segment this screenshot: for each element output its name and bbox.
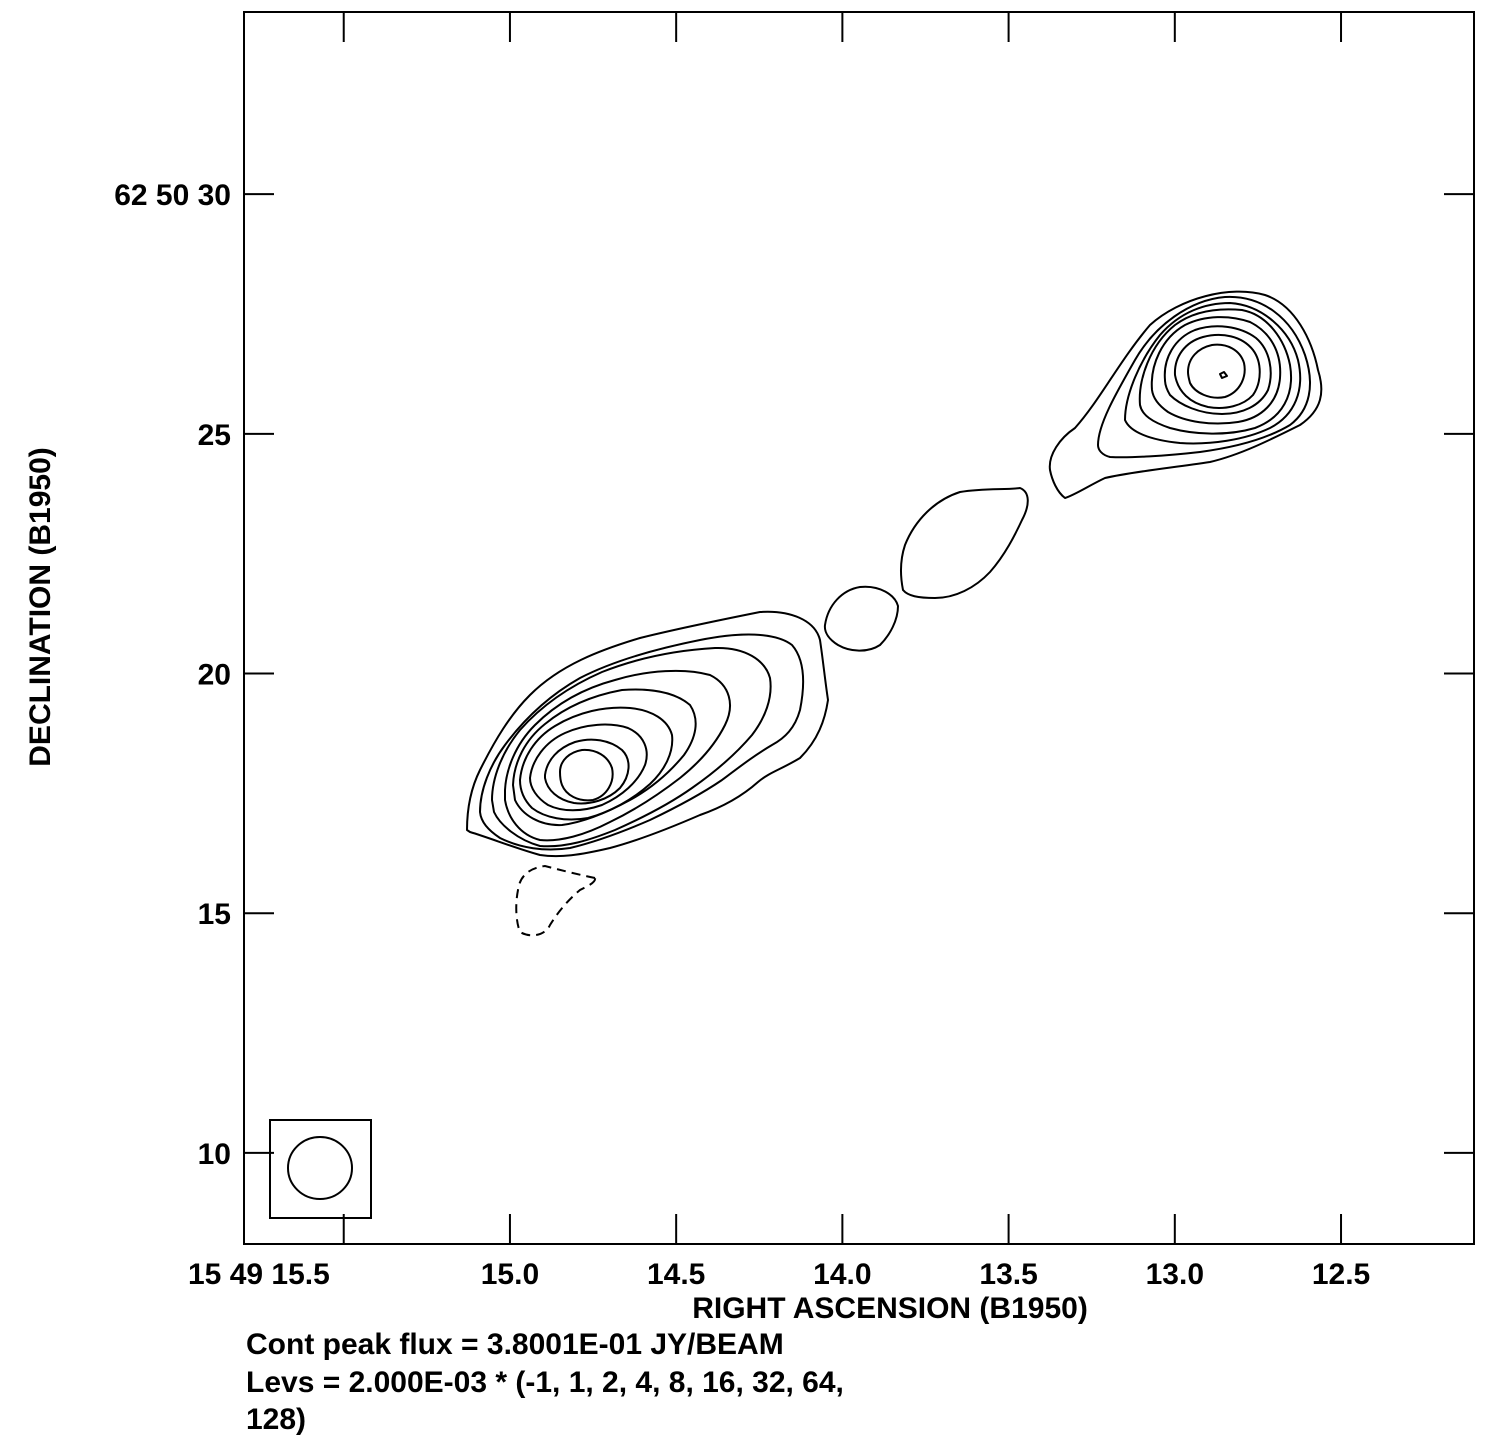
contour-level-6 (519, 706, 674, 821)
x-tick-label: 15.0 (481, 1258, 539, 1291)
levels-text-line-2: 128) (246, 1403, 307, 1436)
beam-ellipse (287, 1136, 353, 1200)
contour-level-5 (1150, 316, 1282, 425)
peak-flux-text: Cont peak flux = 3.8001E-01 JY/BEAM (246, 1328, 784, 1361)
contour-level-1 (1048, 290, 1323, 499)
beam-box (269, 1119, 372, 1219)
contour-level-9 (1219, 371, 1228, 379)
y-tick-label: 20 (198, 659, 231, 692)
jet-knot-2-contour (823, 585, 899, 652)
contour-level-5 (512, 688, 697, 827)
x-tick-label: 14.5 (647, 1258, 705, 1291)
y-tick-label: 62 50 30 (114, 179, 231, 212)
contour-level-7 (1173, 333, 1261, 409)
contour-level-3 (491, 646, 772, 848)
axis-ticks (244, 12, 1474, 1244)
y-tick-label: 25 (198, 419, 231, 452)
contour-level-3 (1124, 302, 1302, 445)
negative-contour (515, 864, 597, 937)
y-tick-label: 10 (198, 1138, 231, 1171)
x-tick-label: 13.0 (1146, 1258, 1204, 1291)
jet-knot-1-contour (899, 487, 1029, 599)
axis-tick-labels: 15 49 15.5 15.0 14.5 14.0 13.5 13.0 12.5 62 50 … (114, 179, 1370, 1291)
x-tick-label: 13.5 (979, 1258, 1037, 1291)
contour-level-4 (504, 669, 731, 842)
contour-level-2 (479, 633, 805, 851)
x-axis-title: RIGHT ASCENSION (B1950) (692, 1292, 1088, 1325)
contour-level-6 (1163, 325, 1272, 415)
contour-level-8 (544, 738, 630, 805)
contour-level-2 (1097, 295, 1311, 459)
south-east-lobe-contours (466, 610, 829, 937)
north-west-lobe-contours (1048, 290, 1323, 499)
levels-text-line-1: Levs = 2.000E-03 * (-1, 1, 2, 4, 8, 16, … (246, 1366, 844, 1399)
x-tick-label: 15 49 15.5 (188, 1258, 330, 1291)
contour-level-4 (1138, 308, 1292, 435)
contour-level-9 (559, 748, 614, 802)
contour-level-7 (529, 723, 648, 812)
y-tick-label: 15 (198, 898, 231, 931)
y-axis-title: DECLINATION (B1950) (24, 447, 57, 766)
x-tick-label: 12.5 (1312, 1258, 1370, 1291)
plot-frame (243, 11, 1475, 1245)
x-tick-label: 14.0 (813, 1258, 871, 1291)
contour-level-1 (466, 610, 829, 858)
contour-level-8 (1187, 343, 1246, 399)
